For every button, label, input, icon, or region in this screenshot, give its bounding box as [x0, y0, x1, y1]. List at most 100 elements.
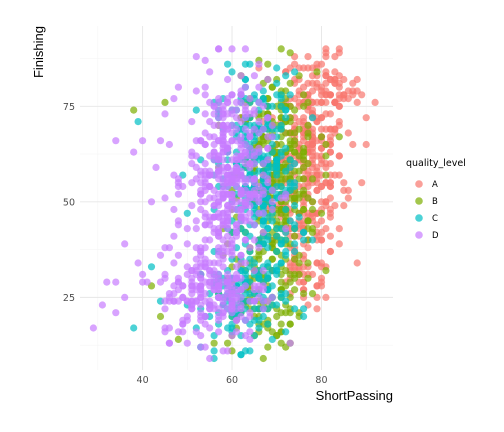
data-point: [228, 205, 236, 214]
data-point: [170, 282, 178, 290]
data-point: [322, 293, 330, 301]
data-point: [232, 156, 241, 164]
y-tick-label: 25: [63, 293, 75, 304]
data-point: [340, 186, 348, 194]
data-point: [192, 106, 200, 114]
data-point: [335, 133, 343, 141]
data-point: [286, 339, 294, 347]
data-point: [313, 68, 321, 76]
y-tick-label: 75: [63, 102, 75, 113]
data-point: [362, 140, 370, 149]
data-point: [215, 282, 223, 290]
data-point: [224, 347, 232, 355]
data-point: [300, 236, 308, 244]
data-point: [232, 221, 241, 229]
data-point: [282, 328, 290, 336]
data-point: [300, 205, 308, 214]
data-point: [228, 110, 236, 118]
data-point: [286, 270, 294, 278]
data-point: [277, 102, 285, 110]
data-point: [317, 91, 326, 99]
data-point: [224, 75, 232, 84]
data-point: [241, 179, 249, 187]
data-point: [228, 45, 236, 53]
data-point: [232, 274, 241, 282]
data-point: [282, 72, 290, 80]
data-point: [201, 221, 209, 229]
data-point: [250, 267, 258, 275]
data-point: [121, 240, 129, 248]
data-point: [308, 114, 317, 122]
data-point: [250, 152, 258, 160]
data-point: [161, 305, 169, 313]
data-point: [255, 244, 263, 252]
data-point: [300, 102, 308, 110]
data-point: [210, 213, 218, 221]
data-point: [300, 114, 308, 122]
data-point: [308, 205, 317, 214]
data-point: [156, 278, 165, 286]
data-point: [188, 297, 196, 305]
data-point: [174, 83, 182, 91]
data-point: [215, 251, 223, 259]
data-point: [291, 247, 299, 256]
data-point: [161, 98, 169, 106]
data-point: [344, 129, 352, 137]
data-point: [210, 347, 218, 355]
data-point: [228, 309, 236, 317]
legend-title: quality_level: [406, 158, 466, 169]
data-point: [322, 72, 330, 80]
data-point: [268, 293, 276, 301]
data-point: [89, 324, 97, 332]
data-point: [326, 91, 334, 99]
data-point: [331, 53, 339, 61]
data-point: [232, 198, 241, 206]
data-point: [291, 60, 299, 68]
data-point: [291, 129, 299, 137]
data-point: [313, 79, 321, 87]
data-point: [268, 198, 276, 206]
data-point: [246, 190, 254, 198]
data-point: [206, 324, 214, 332]
data-point: [210, 339, 218, 347]
y-axis-ticks: 25 50 75: [63, 102, 75, 304]
data-point: [219, 102, 227, 110]
data-point: [206, 282, 214, 290]
data-point: [192, 53, 200, 61]
data-point: [322, 140, 330, 149]
data-point: [268, 205, 276, 214]
data-point: [112, 137, 120, 145]
data-point: [246, 309, 254, 317]
data-point: [237, 209, 245, 217]
data-point: [201, 160, 209, 168]
data-point: [237, 301, 245, 309]
data-point: [273, 247, 281, 256]
data-point: [255, 324, 263, 332]
data-point: [183, 225, 191, 233]
data-point: [165, 339, 173, 347]
data-point: [273, 160, 281, 168]
data-point: [174, 251, 182, 259]
data-point: [161, 194, 169, 202]
data-point: [98, 301, 106, 309]
data-point: [228, 297, 236, 305]
data-point: [197, 293, 205, 301]
data-point: [250, 236, 258, 244]
data-point: [300, 305, 308, 313]
data-point: [268, 282, 276, 290]
data-point: [210, 305, 218, 313]
data-point: [322, 79, 330, 87]
data-point: [228, 137, 236, 145]
data-point: [174, 182, 182, 191]
data-point: [277, 194, 285, 202]
data-point: [174, 190, 182, 198]
x-tick-label: 60: [226, 375, 238, 386]
data-point: [259, 171, 267, 179]
data-point: [197, 179, 205, 187]
data-point: [156, 251, 165, 259]
data-point: [255, 118, 263, 126]
data-point: [322, 171, 330, 179]
data-point: [237, 98, 245, 106]
data-point: [291, 68, 299, 76]
